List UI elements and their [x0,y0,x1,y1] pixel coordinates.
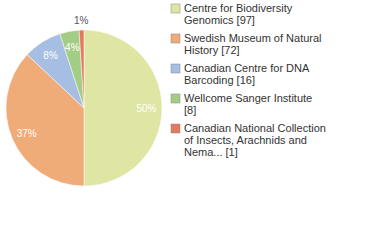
legend-swatch [171,124,180,133]
slice-labels: 50% 37% 8% 4% 1% [17,15,157,139]
data-label: 8% [43,50,58,61]
legend-line: of Insects, Arachnids and [184,134,307,146]
legend-label: Canadian National Collectionof Insects, … [184,122,326,158]
legend-line: Centre for Biodiversity [184,2,293,14]
data-label: 4% [65,42,80,53]
data-label: 37% [17,128,37,139]
data-label: 50% [136,103,156,114]
legend-line: Canadian Centre for DNA [184,62,310,74]
legend-swatch [171,34,180,43]
slice [84,30,162,186]
legend-label: Canadian Centre for DNABarcoding [16] [184,62,310,86]
chart: 50% 37% 8% 4% 1% Centre for BiodiversityGenom… [0,0,380,240]
legend-swatch [171,94,180,103]
legend-line: Nema... [1] [184,146,238,158]
legend-line: [8] [184,104,196,116]
legend-line: Canadian National Collection [184,122,326,134]
slice [60,30,84,108]
legend-label: Centre for BiodiversityGenomics [97] [184,2,293,26]
legend-swatch [171,64,180,73]
slices [6,30,162,186]
slice [79,30,84,108]
legend: Centre for BiodiversityGenomics [97] Swed… [171,2,326,158]
legend-swatch [171,4,180,13]
legend-label: Swedish Museum of NaturalHistory [72] [184,32,322,56]
legend-line: Wellcome Sanger Institute [184,92,312,104]
legend-line: Genomics [97] [184,14,255,26]
legend-line: History [72] [184,44,240,56]
data-label: 1% [74,15,89,26]
legend-label: Wellcome Sanger Institute[8] [184,92,312,116]
legend-line: Barcoding [16] [184,74,255,86]
legend-line: Swedish Museum of Natural [184,32,322,44]
